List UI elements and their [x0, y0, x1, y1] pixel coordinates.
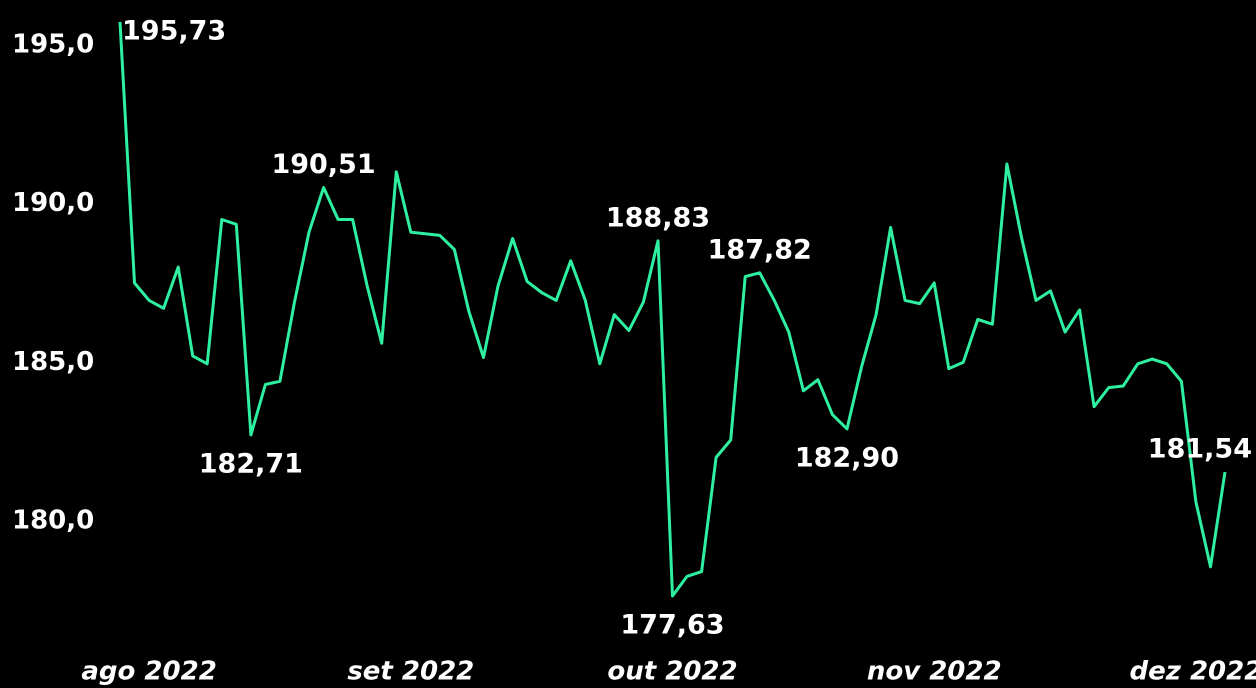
y-tick-label: 190,0 [12, 188, 94, 218]
value-label: 182,90 [795, 442, 899, 473]
value-label: 181,54 [1148, 433, 1252, 464]
x-tick-label: out 2022 [607, 657, 737, 687]
value-label: 187,82 [708, 234, 812, 265]
x-tick-label: nov 2022 [867, 657, 1002, 687]
value-label: 190,51 [271, 149, 375, 180]
x-tick-label: set 2022 [347, 657, 474, 687]
value-label: 182,71 [199, 448, 303, 479]
y-tick-label: 195,0 [12, 30, 94, 60]
value-label: 188,83 [606, 202, 710, 233]
y-tick-label: 180,0 [12, 505, 94, 535]
value-label: 177,63 [620, 610, 724, 641]
value-label: 195,73 [122, 15, 226, 46]
line [118, 21, 1227, 598]
x-tick-label: ago 2022 [81, 657, 216, 687]
x-tick-label: dez 2022 [1130, 657, 1256, 687]
y-tick-label: 185,0 [12, 347, 94, 377]
